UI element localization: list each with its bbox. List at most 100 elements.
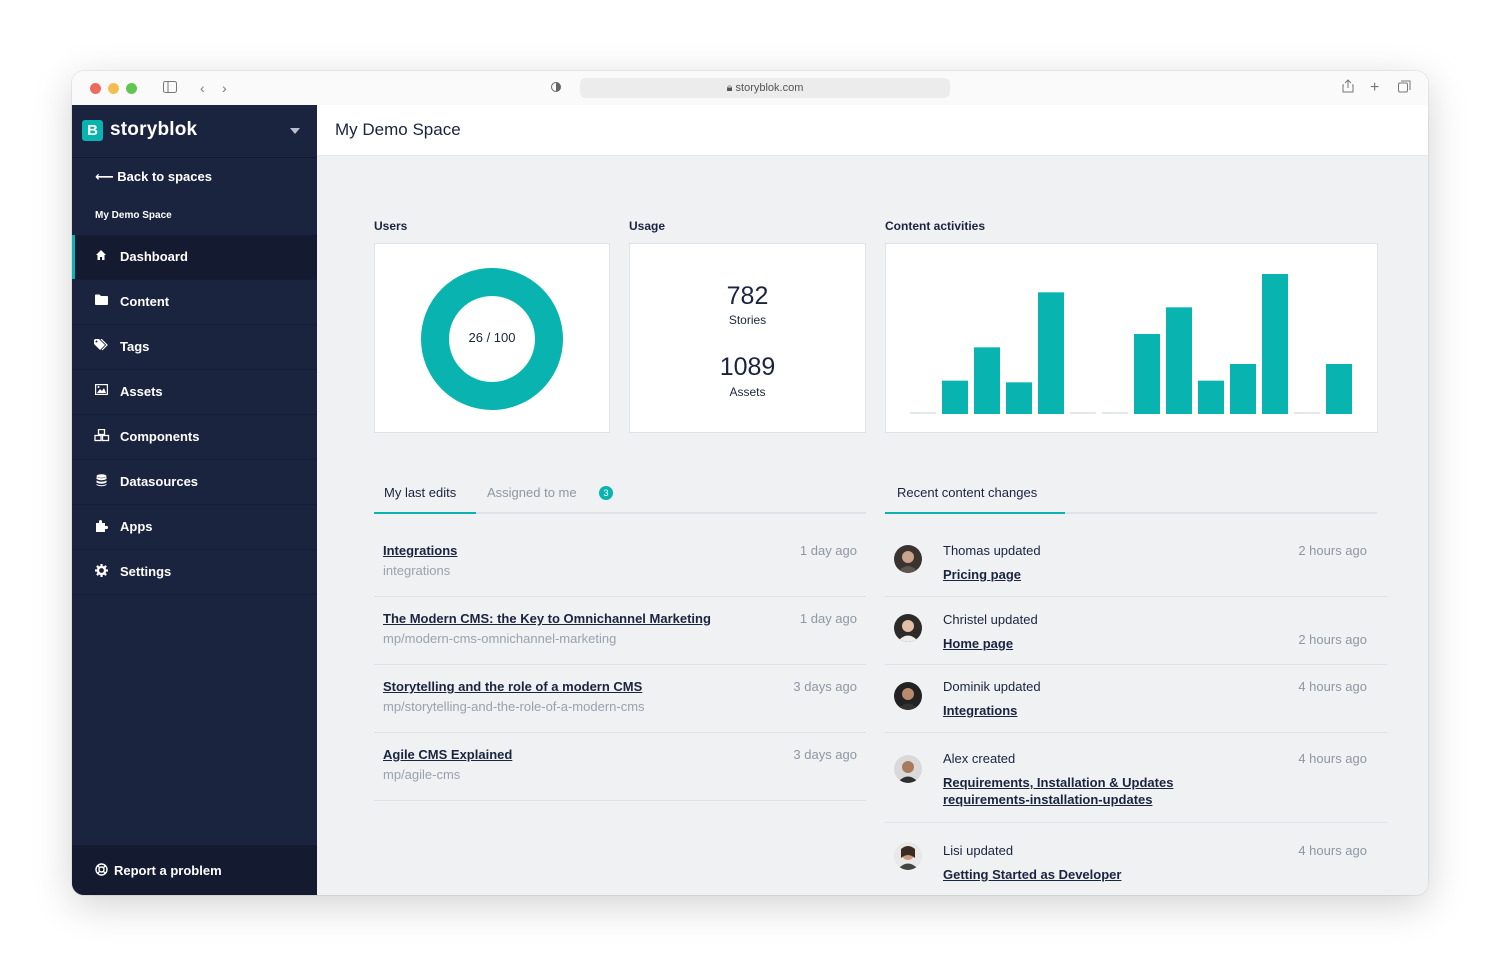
avatar <box>894 682 922 710</box>
address-text: storyblok.com <box>735 82 804 94</box>
activities-bar-chart <box>910 274 1352 414</box>
avatar <box>894 842 922 870</box>
story-slug: mp/modern-cms-omnichannel-marketing <box>383 631 617 646</box>
story-title-link[interactable]: The Modern CMS: the Key to Omnichannel M… <box>383 611 711 626</box>
sidebar-item-tags[interactable]: Tags <box>72 325 317 370</box>
report-problem-button[interactable]: Report a problem <box>72 845 317 895</box>
sidebar-toggle-icon[interactable] <box>163 79 177 97</box>
stories-label: Stories <box>728 313 767 327</box>
activity-bar <box>942 380 968 414</box>
main-content: My Demo Space Users Usage Content activi… <box>317 105 1428 895</box>
brand-name: storyblok <box>110 119 198 140</box>
activity-time: 4 hours ago <box>1298 751 1367 766</box>
usage-card: 782 Stories 1089 Assets <box>629 243 866 433</box>
activity-item: Alex created Requirements, Installation … <box>885 733 1387 823</box>
avatar <box>894 614 922 642</box>
list-item[interactable]: Storytelling and the role of a modern CM… <box>374 665 866 733</box>
list-item[interactable]: Integrations integrations 1 day ago <box>374 529 866 597</box>
users-card: 26 / 100 <box>374 243 610 433</box>
activity-story-link[interactable]: Integrations <box>943 703 1018 718</box>
new-tab-icon[interactable]: + <box>1370 79 1380 96</box>
activities-card <box>885 243 1378 433</box>
story-slug: mp/agile-cms <box>383 767 461 782</box>
users-count: 26 <box>468 330 483 345</box>
users-total: / 100 <box>486 330 516 345</box>
sidebar-item-settings[interactable]: Settings <box>72 550 317 595</box>
cubes-icon <box>94 428 110 443</box>
activity-text: Alex created <box>943 751 1016 766</box>
activity-bar <box>1198 380 1224 414</box>
page-title: My Demo Space <box>335 120 461 139</box>
story-slug: mp/storytelling-and-the-role-of-a-modern… <box>383 699 645 714</box>
activity-bar <box>1166 307 1192 414</box>
minimize-window-button[interactable] <box>108 83 119 94</box>
edits-tabs: My last edits Assigned to me 3 <box>374 472 866 514</box>
back-to-spaces-link[interactable]: ⟵ Back to spaces <box>95 169 212 185</box>
browser-toolbar: ‹ › 🔒︎ storyblok.com + <box>72 71 1428 106</box>
sidebar-item-content[interactable]: Content <box>72 280 317 325</box>
gear-icon <box>94 564 108 578</box>
report-problem-label: Report a problem <box>114 863 222 878</box>
folder-icon <box>94 294 108 308</box>
close-window-button[interactable] <box>90 83 101 94</box>
activity-bar <box>1038 292 1064 414</box>
story-title-link[interactable]: Integrations <box>383 543 458 558</box>
activity-bar <box>1230 364 1256 414</box>
activity-story-link[interactable]: Getting Started as Developer <box>943 867 1122 882</box>
activity-story-slug-link[interactable]: requirements-installation-updates <box>943 792 1153 807</box>
changes-tabs: Recent content changes <box>885 472 1377 514</box>
tab-overview-icon[interactable] <box>1398 79 1411 97</box>
tab-recent-content-changes[interactable]: Recent content changes <box>897 485 1038 500</box>
back-arrow-icon[interactable]: ‹ <box>200 80 205 96</box>
home-icon <box>94 249 108 263</box>
activity-time: 2 hours ago <box>1298 543 1367 558</box>
edit-time: 3 days ago <box>793 679 857 694</box>
activity-text: Christel updated <box>943 612 1038 627</box>
sidebar-item-dashboard[interactable]: Dashboard <box>72 235 317 280</box>
story-title-link[interactable]: Storytelling and the role of a modern CM… <box>383 679 643 694</box>
brand-switcher[interactable]: B storyblok <box>72 105 317 158</box>
list-item[interactable]: Agile CMS Explained mp/agile-cms 3 days … <box>374 733 866 801</box>
activity-bar <box>1006 382 1032 414</box>
active-tab-indicator <box>885 512 1065 514</box>
activity-bar-empty <box>910 412 936 414</box>
tab-assigned-to-me[interactable]: Assigned to me <box>487 485 577 500</box>
list-item[interactable]: The Modern CMS: the Key to Omnichannel M… <box>374 597 866 665</box>
assigned-count-badge: 3 <box>599 486 613 500</box>
activity-story-link[interactable]: Pricing page <box>943 567 1022 582</box>
tag-icon <box>94 338 108 353</box>
edit-time: 1 day ago <box>799 543 857 558</box>
sidebar-item-datasources[interactable]: Datasources <box>72 460 317 505</box>
users-donut-ring <box>421 268 563 410</box>
sidebar-item-label: Datasources <box>120 474 199 489</box>
puzzle-icon <box>94 519 108 533</box>
caret-down-icon[interactable] <box>290 128 300 134</box>
activity-bar <box>1326 364 1352 414</box>
assets-count: 1089 <box>719 353 776 381</box>
zoom-window-button[interactable] <box>126 83 137 94</box>
activity-story-link[interactable]: Home page <box>943 636 1014 651</box>
privacy-shield-icon[interactable] <box>551 79 561 97</box>
activity-bar-empty <box>1070 412 1096 414</box>
forward-arrow-icon[interactable]: › <box>222 80 227 96</box>
activity-time: 4 hours ago <box>1298 679 1367 694</box>
tab-my-last-edits[interactable]: My last edits <box>384 485 457 500</box>
activity-bar <box>1262 274 1288 414</box>
sidebar-item-label: Components <box>120 429 200 444</box>
address-bar[interactable]: 🔒︎ storyblok.com <box>580 78 950 98</box>
activity-story-link[interactable]: Requirements, Installation & Updates <box>943 775 1174 790</box>
activity-item: Thomas updated Pricing page 2 hours ago <box>885 529 1387 597</box>
activity-text: Dominik updated <box>943 679 1041 694</box>
sidebar-item-apps[interactable]: Apps <box>72 505 317 550</box>
share-icon[interactable] <box>1342 79 1354 97</box>
activities-widget-title: Content activities <box>885 219 986 233</box>
usage-widget-title: Usage <box>629 219 666 233</box>
story-title-link[interactable]: Agile CMS Explained <box>383 747 513 762</box>
sidebar-item-label: Dashboard <box>120 249 188 264</box>
lifebuoy-icon <box>94 863 108 877</box>
edit-time: 3 days ago <box>793 747 857 762</box>
sidebar-item-components[interactable]: Components <box>72 415 317 460</box>
browser-window: ‹ › 🔒︎ storyblok.com + B storyblok ⟵ Bac… <box>72 71 1428 895</box>
sidebar-item-assets[interactable]: Assets <box>72 370 317 415</box>
activity-time: 2 hours ago <box>1298 632 1367 647</box>
